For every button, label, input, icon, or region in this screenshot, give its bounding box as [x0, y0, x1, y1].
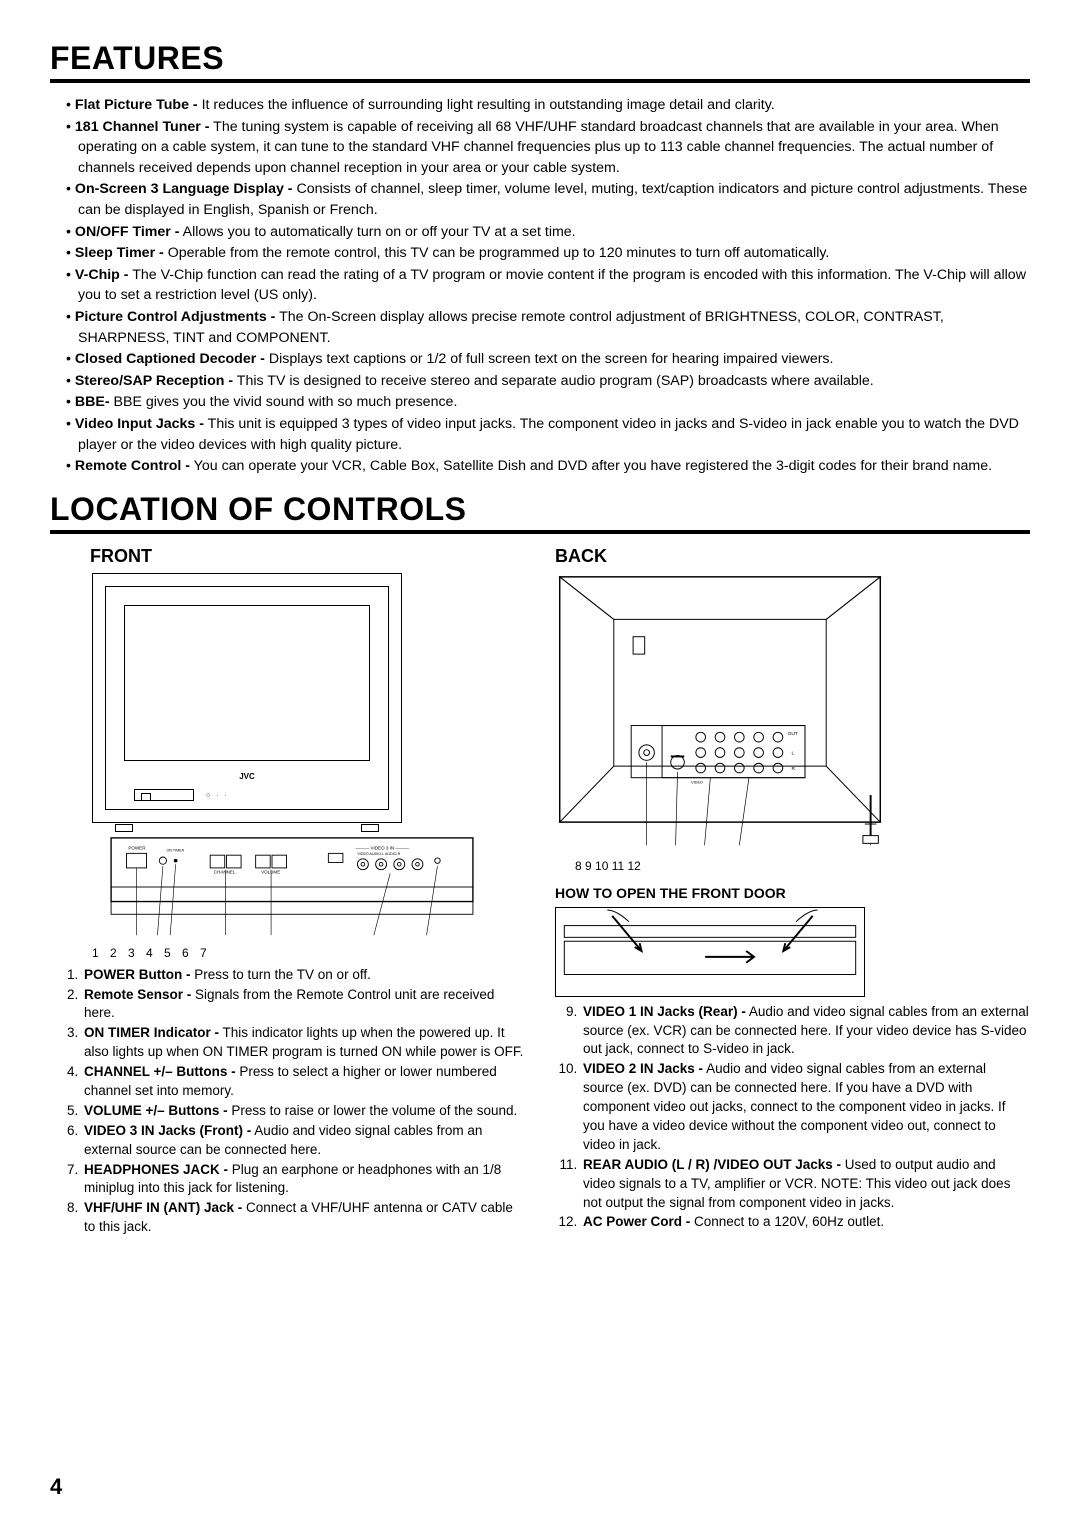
- feature-item: V-Chip - The V-Chip function can read th…: [78, 265, 1030, 306]
- svg-text:VOLUME: VOLUME: [261, 869, 280, 874]
- door-subtitle: HOW TO OPEN THE FRONT DOOR: [555, 885, 1030, 901]
- back-callout-numbers: 8 9 10 11 12: [575, 859, 1030, 873]
- svg-text:——— VIDEO 3 IN ———: ——— VIDEO 3 IN ———: [356, 845, 410, 850]
- control-item: VIDEO 2 IN Jacks - Audio and video signa…: [581, 1060, 1030, 1154]
- svg-text:VIDEO AUDIO-L AUDIO-R: VIDEO AUDIO-L AUDIO-R: [357, 852, 400, 856]
- svg-text:L: L: [791, 750, 794, 756]
- feature-item: Video Input Jacks - This unit is equippe…: [78, 414, 1030, 455]
- feature-item: 181 Channel Tuner - The tuning system is…: [78, 117, 1030, 179]
- features-list: Flat Picture Tube - It reduces the influ…: [50, 95, 1030, 477]
- control-item: VIDEO 1 IN Jacks (Rear) - Audio and vide…: [581, 1003, 1030, 1060]
- door-diagram: [555, 907, 865, 997]
- controls-columns: FRONT JVC ○ · · POWER ON TIMER CHANNEL: [50, 546, 1030, 1238]
- control-item: ON TIMER Indicator - This indicator ligh…: [82, 1024, 525, 1062]
- svg-text:POWER: POWER: [128, 845, 146, 850]
- tv-front-diagram: JVC ○ · ·: [92, 573, 402, 823]
- feature-item: Stereo/SAP Reception - This TV is design…: [78, 371, 1030, 392]
- front-column: FRONT JVC ○ · · POWER ON TIMER CHANNEL: [50, 546, 525, 1238]
- controls-heading: LOCATION OF CONTROLS: [50, 491, 1030, 534]
- front-panel-diagram: POWER ON TIMER CHANNEL VOLUME ——— VIDEO …: [92, 837, 492, 937]
- tv-back-diagram: OUT L R VIDEO: [555, 573, 885, 853]
- svg-text:OUT: OUT: [788, 731, 798, 737]
- back-column: BACK: [555, 546, 1030, 1238]
- svg-text:CHANNEL: CHANNEL: [214, 869, 236, 874]
- features-heading: FEATURES: [50, 40, 1030, 83]
- controls-list-left: POWER Button - Press to turn the TV on o…: [50, 966, 525, 1237]
- control-item: VIDEO 3 IN Jacks (Front) - Audio and vid…: [82, 1122, 525, 1160]
- back-subtitle: BACK: [555, 546, 1030, 567]
- control-item: HEADPHONES JACK - Plug an earphone or he…: [82, 1161, 525, 1199]
- svg-text:R: R: [791, 766, 795, 772]
- feature-item: Flat Picture Tube - It reduces the influ…: [78, 95, 1030, 116]
- feature-item: Sleep Timer - Operable from the remote c…: [78, 243, 1030, 264]
- feature-item: ON/OFF Timer - Allows you to automatical…: [78, 222, 1030, 243]
- control-item: POWER Button - Press to turn the TV on o…: [82, 966, 525, 985]
- feature-item: Closed Captioned Decoder - Displays text…: [78, 349, 1030, 370]
- front-subtitle: FRONT: [90, 546, 525, 567]
- front-callout-numbers: 1 2 3 4 5 6 7: [92, 946, 525, 960]
- feature-item: BBE- BBE gives you the vivid sound with …: [78, 392, 1030, 413]
- control-item: CHANNEL +/– Buttons - Press to select a …: [82, 1063, 525, 1101]
- svg-text:VIDEO: VIDEO: [691, 780, 703, 784]
- feature-item: On-Screen 3 Language Display - Consists …: [78, 179, 1030, 220]
- control-item: VHF/UHF IN (ANT) Jack - Connect a VHF/UH…: [82, 1199, 525, 1237]
- feature-item: Picture Control Adjustments - The On-Scr…: [78, 307, 1030, 348]
- svg-text:ON TIMER: ON TIMER: [167, 848, 185, 852]
- control-item: VOLUME +/– Buttons - Press to raise or l…: [82, 1102, 525, 1121]
- controls-list-right: VIDEO 1 IN Jacks (Rear) - Audio and vide…: [555, 1003, 1030, 1233]
- features-list-container: Flat Picture Tube - It reduces the influ…: [50, 95, 1030, 477]
- feature-item: Remote Control - You can operate your VC…: [78, 456, 1030, 477]
- tv-logo: JVC: [239, 772, 255, 781]
- page-number: 4: [50, 1474, 62, 1500]
- control-item: Remote Sensor - Signals from the Remote …: [82, 986, 525, 1024]
- control-item: AC Power Cord - Connect to a 120V, 60Hz …: [581, 1213, 1030, 1232]
- control-item: REAR AUDIO (L / R) /VIDEO OUT Jacks - Us…: [581, 1156, 1030, 1213]
